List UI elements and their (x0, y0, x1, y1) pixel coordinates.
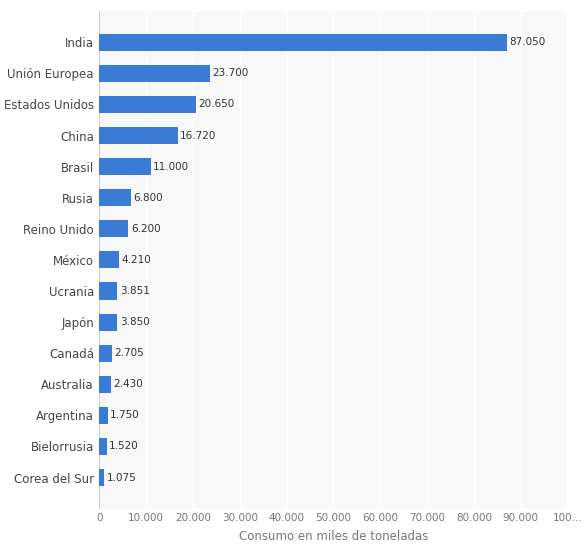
Bar (99, 65, 211, 82)
Text: 20.650: 20.650 (198, 100, 235, 109)
Text: 6.800: 6.800 (133, 192, 163, 203)
Bar (99, 345, 112, 362)
Bar (99, 469, 105, 486)
Text: 11.000: 11.000 (153, 161, 190, 171)
Bar (99, 158, 151, 175)
Bar (99, 34, 507, 51)
Bar (99, 375, 111, 393)
Text: 1.075: 1.075 (107, 473, 136, 483)
Text: 2.705: 2.705 (115, 348, 144, 358)
Text: 1.750: 1.750 (110, 410, 140, 420)
Bar (99, 438, 106, 455)
X-axis label: Consumo en miles de toneladas: Consumo en miles de toneladas (239, 530, 428, 543)
Text: 87.050: 87.050 (509, 37, 545, 47)
Bar (99, 127, 178, 144)
Bar (99, 407, 108, 424)
Text: 3.851: 3.851 (120, 286, 150, 296)
Bar (99, 96, 196, 113)
Bar (99, 252, 119, 268)
Text: 6.200: 6.200 (131, 224, 160, 234)
Text: 4.210: 4.210 (122, 255, 152, 265)
Bar (99, 314, 118, 331)
Text: 1.520: 1.520 (109, 441, 139, 451)
Bar (99, 189, 131, 206)
Text: 2.430: 2.430 (113, 379, 143, 389)
Bar (99, 220, 129, 237)
Text: 23.700: 23.700 (213, 69, 249, 79)
Text: 3.850: 3.850 (120, 317, 150, 327)
Text: 16.720: 16.720 (180, 131, 216, 140)
Bar (99, 283, 118, 300)
